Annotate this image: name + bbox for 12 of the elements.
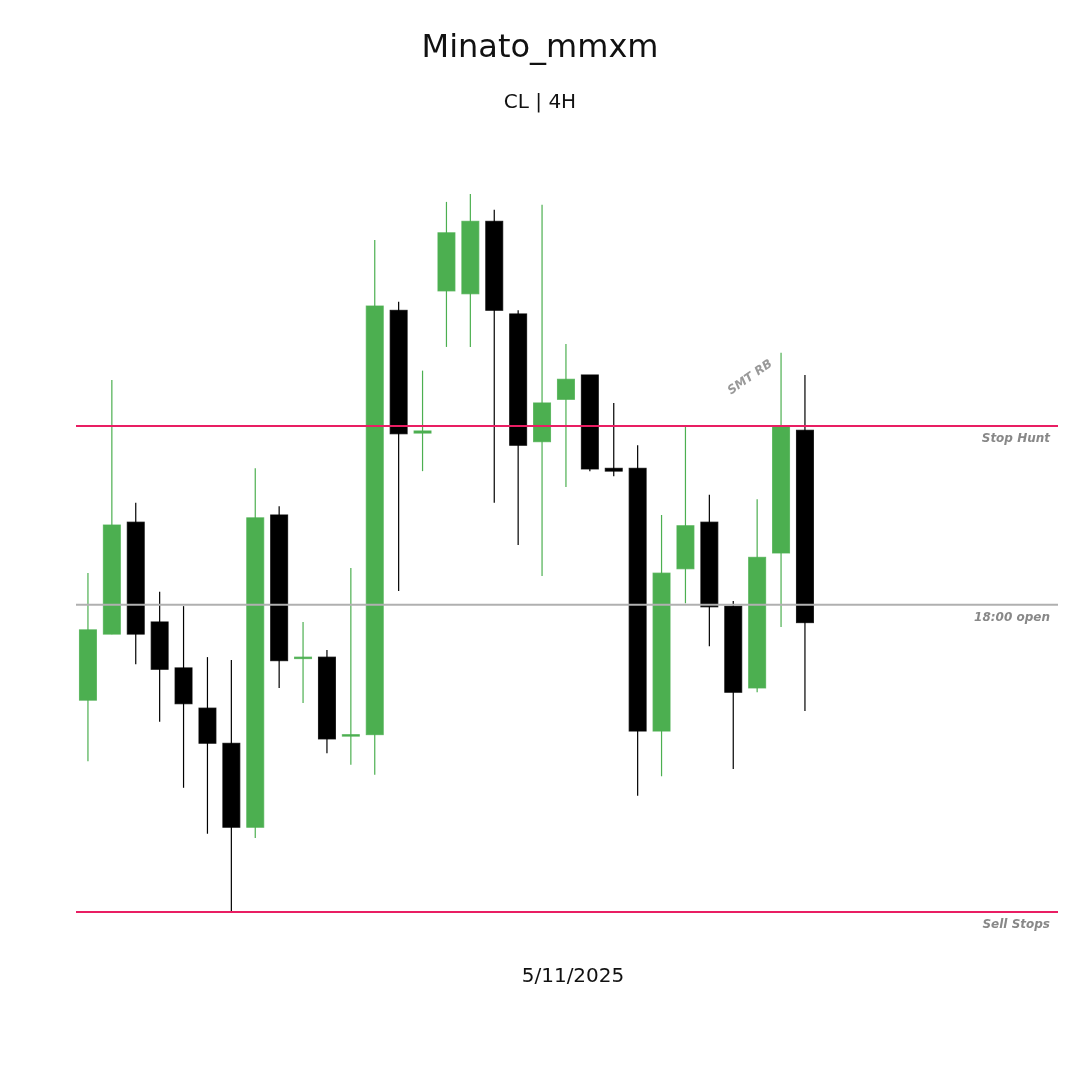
ref-line-label: Stop Hunt bbox=[981, 430, 1052, 445]
candlestick bbox=[556, 343, 575, 488]
candlestick bbox=[604, 402, 623, 477]
chart-subtitle: CL | 4H bbox=[503, 89, 577, 113]
ref-line-label: 18:00 open bbox=[974, 609, 1050, 624]
candlestick bbox=[533, 204, 552, 577]
candlestick bbox=[294, 621, 313, 704]
chart-title: Minato_mmxm bbox=[421, 27, 659, 65]
candlestick bbox=[413, 370, 432, 472]
candlestick bbox=[341, 567, 360, 766]
ref-line-label: Sell Stops bbox=[982, 917, 1050, 931]
x-axis-title: 5/11/2025 bbox=[521, 963, 625, 987]
